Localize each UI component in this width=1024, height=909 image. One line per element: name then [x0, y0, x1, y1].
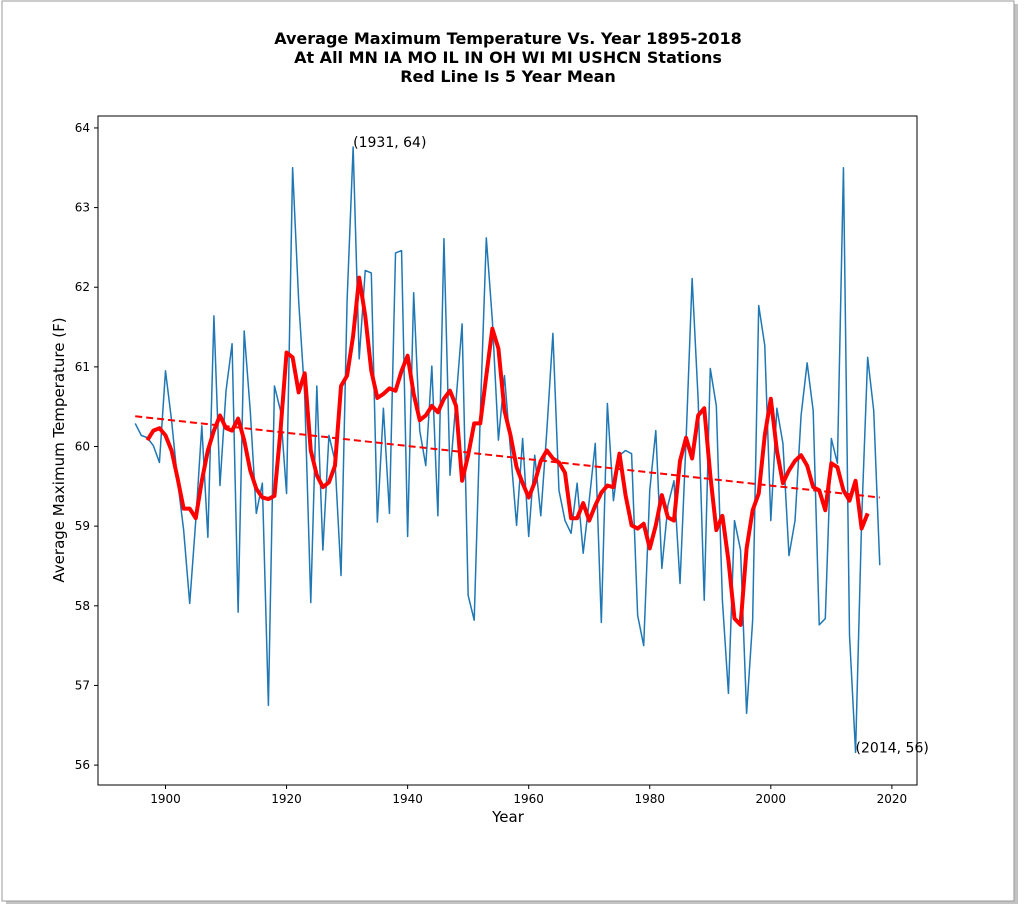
x-tick-label: 1960: [513, 792, 544, 806]
x-tick-label: 2020: [877, 792, 908, 806]
y-tick-label: 62: [75, 280, 90, 294]
chart-title: Red Line Is 5 Year Mean: [400, 67, 616, 86]
y-tick-label: 59: [75, 519, 90, 533]
y-tick-label: 61: [75, 360, 90, 374]
y-tick-label: 63: [75, 201, 90, 215]
data-line: [145, 275, 870, 627]
y-tick-label: 60: [75, 440, 90, 454]
y-axis-label: Average Maximum Temperature (F): [50, 317, 68, 582]
y-tick-label: 57: [75, 678, 90, 692]
data-line: [135, 415, 880, 499]
x-tick-label: 1900: [150, 792, 181, 806]
annotation: (2014, 56): [856, 740, 929, 756]
plot-area: [97, 115, 918, 786]
annotation: (1931, 64): [353, 135, 426, 151]
x-tick-label: 1940: [392, 792, 423, 806]
y-tick-label: 64: [75, 121, 90, 135]
chart-title: At All MN IA MO IL IN OH WI MI USHCN Sta…: [294, 48, 722, 67]
x-tick-label: 2000: [756, 792, 787, 806]
x-axis-label: Year: [491, 808, 525, 826]
data-line: [134, 146, 881, 754]
chart-title: Average Maximum Temperature Vs. Year 189…: [274, 29, 742, 48]
y-tick-label: 58: [75, 599, 90, 613]
x-tick-label: 1920: [271, 792, 302, 806]
x-tick-label: 1980: [634, 792, 665, 806]
y-tick-label: 56: [75, 758, 90, 772]
